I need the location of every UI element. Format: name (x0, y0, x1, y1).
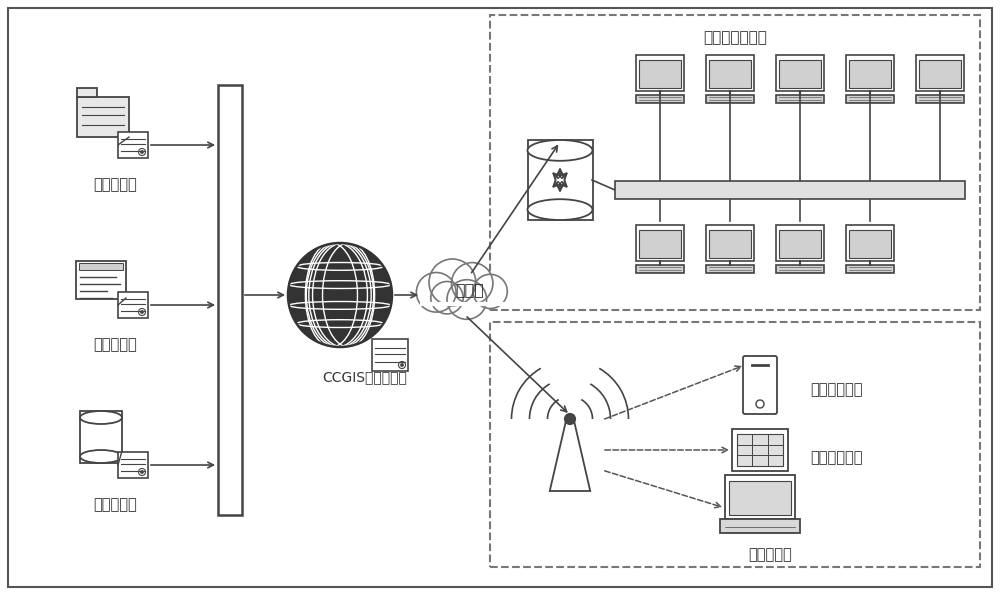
FancyBboxPatch shape (490, 15, 980, 310)
FancyBboxPatch shape (846, 265, 894, 273)
FancyBboxPatch shape (849, 60, 891, 88)
Ellipse shape (80, 411, 122, 424)
Text: 平板电脑用户: 平板电脑用户 (810, 450, 862, 465)
Circle shape (401, 364, 403, 366)
Circle shape (141, 471, 143, 473)
FancyBboxPatch shape (706, 55, 754, 91)
Text: CCGIS应用服务器: CCGIS应用服务器 (323, 370, 407, 384)
Text: 移动手机用户: 移动手机用户 (810, 382, 862, 397)
Text: 要素服务器: 要素服务器 (93, 337, 137, 352)
FancyBboxPatch shape (776, 95, 824, 103)
FancyBboxPatch shape (849, 230, 891, 258)
FancyBboxPatch shape (639, 230, 681, 258)
FancyBboxPatch shape (706, 265, 754, 273)
Circle shape (473, 274, 507, 308)
FancyBboxPatch shape (615, 181, 965, 199)
Circle shape (447, 280, 487, 320)
Polygon shape (550, 419, 590, 491)
FancyBboxPatch shape (779, 60, 821, 88)
Ellipse shape (80, 450, 122, 463)
FancyBboxPatch shape (218, 85, 242, 515)
FancyBboxPatch shape (80, 411, 122, 463)
FancyBboxPatch shape (846, 95, 894, 103)
Text: 室内网络客户端: 室内网络客户端 (703, 30, 767, 45)
Circle shape (429, 259, 476, 306)
FancyBboxPatch shape (490, 322, 980, 567)
FancyBboxPatch shape (79, 263, 123, 270)
Circle shape (565, 414, 575, 424)
Ellipse shape (528, 199, 592, 220)
Text: 笔记本用户: 笔记本用户 (748, 547, 792, 562)
FancyBboxPatch shape (846, 225, 894, 261)
Text: 数据服务器: 数据服务器 (93, 497, 137, 512)
FancyBboxPatch shape (709, 60, 751, 88)
FancyBboxPatch shape (706, 225, 754, 261)
Circle shape (141, 311, 143, 313)
FancyBboxPatch shape (118, 292, 148, 318)
FancyBboxPatch shape (639, 60, 681, 88)
FancyBboxPatch shape (743, 356, 777, 414)
Circle shape (141, 151, 143, 153)
FancyBboxPatch shape (732, 429, 788, 471)
FancyBboxPatch shape (77, 88, 97, 97)
FancyBboxPatch shape (636, 55, 684, 91)
Circle shape (756, 400, 764, 408)
FancyBboxPatch shape (737, 434, 783, 466)
FancyBboxPatch shape (776, 265, 824, 273)
FancyBboxPatch shape (118, 452, 148, 478)
FancyBboxPatch shape (8, 8, 992, 587)
FancyBboxPatch shape (709, 230, 751, 258)
FancyBboxPatch shape (779, 230, 821, 258)
FancyBboxPatch shape (528, 140, 592, 220)
FancyBboxPatch shape (118, 132, 148, 158)
FancyBboxPatch shape (725, 475, 795, 519)
Circle shape (288, 243, 392, 347)
FancyBboxPatch shape (636, 225, 684, 261)
FancyBboxPatch shape (916, 95, 964, 103)
FancyBboxPatch shape (846, 55, 894, 91)
FancyBboxPatch shape (919, 60, 961, 88)
Text: 文件服务器: 文件服务器 (93, 177, 137, 192)
Circle shape (416, 273, 456, 312)
Text: 互联网: 互联网 (456, 283, 484, 298)
Circle shape (431, 281, 463, 314)
FancyBboxPatch shape (706, 95, 754, 103)
FancyBboxPatch shape (77, 97, 129, 137)
FancyBboxPatch shape (916, 55, 964, 91)
Circle shape (452, 262, 493, 304)
FancyBboxPatch shape (776, 55, 824, 91)
FancyBboxPatch shape (636, 265, 684, 273)
FancyBboxPatch shape (720, 519, 800, 533)
FancyBboxPatch shape (729, 481, 791, 515)
FancyBboxPatch shape (372, 339, 408, 371)
Ellipse shape (528, 140, 592, 161)
FancyBboxPatch shape (636, 95, 684, 103)
FancyBboxPatch shape (776, 225, 824, 261)
FancyBboxPatch shape (76, 261, 126, 299)
